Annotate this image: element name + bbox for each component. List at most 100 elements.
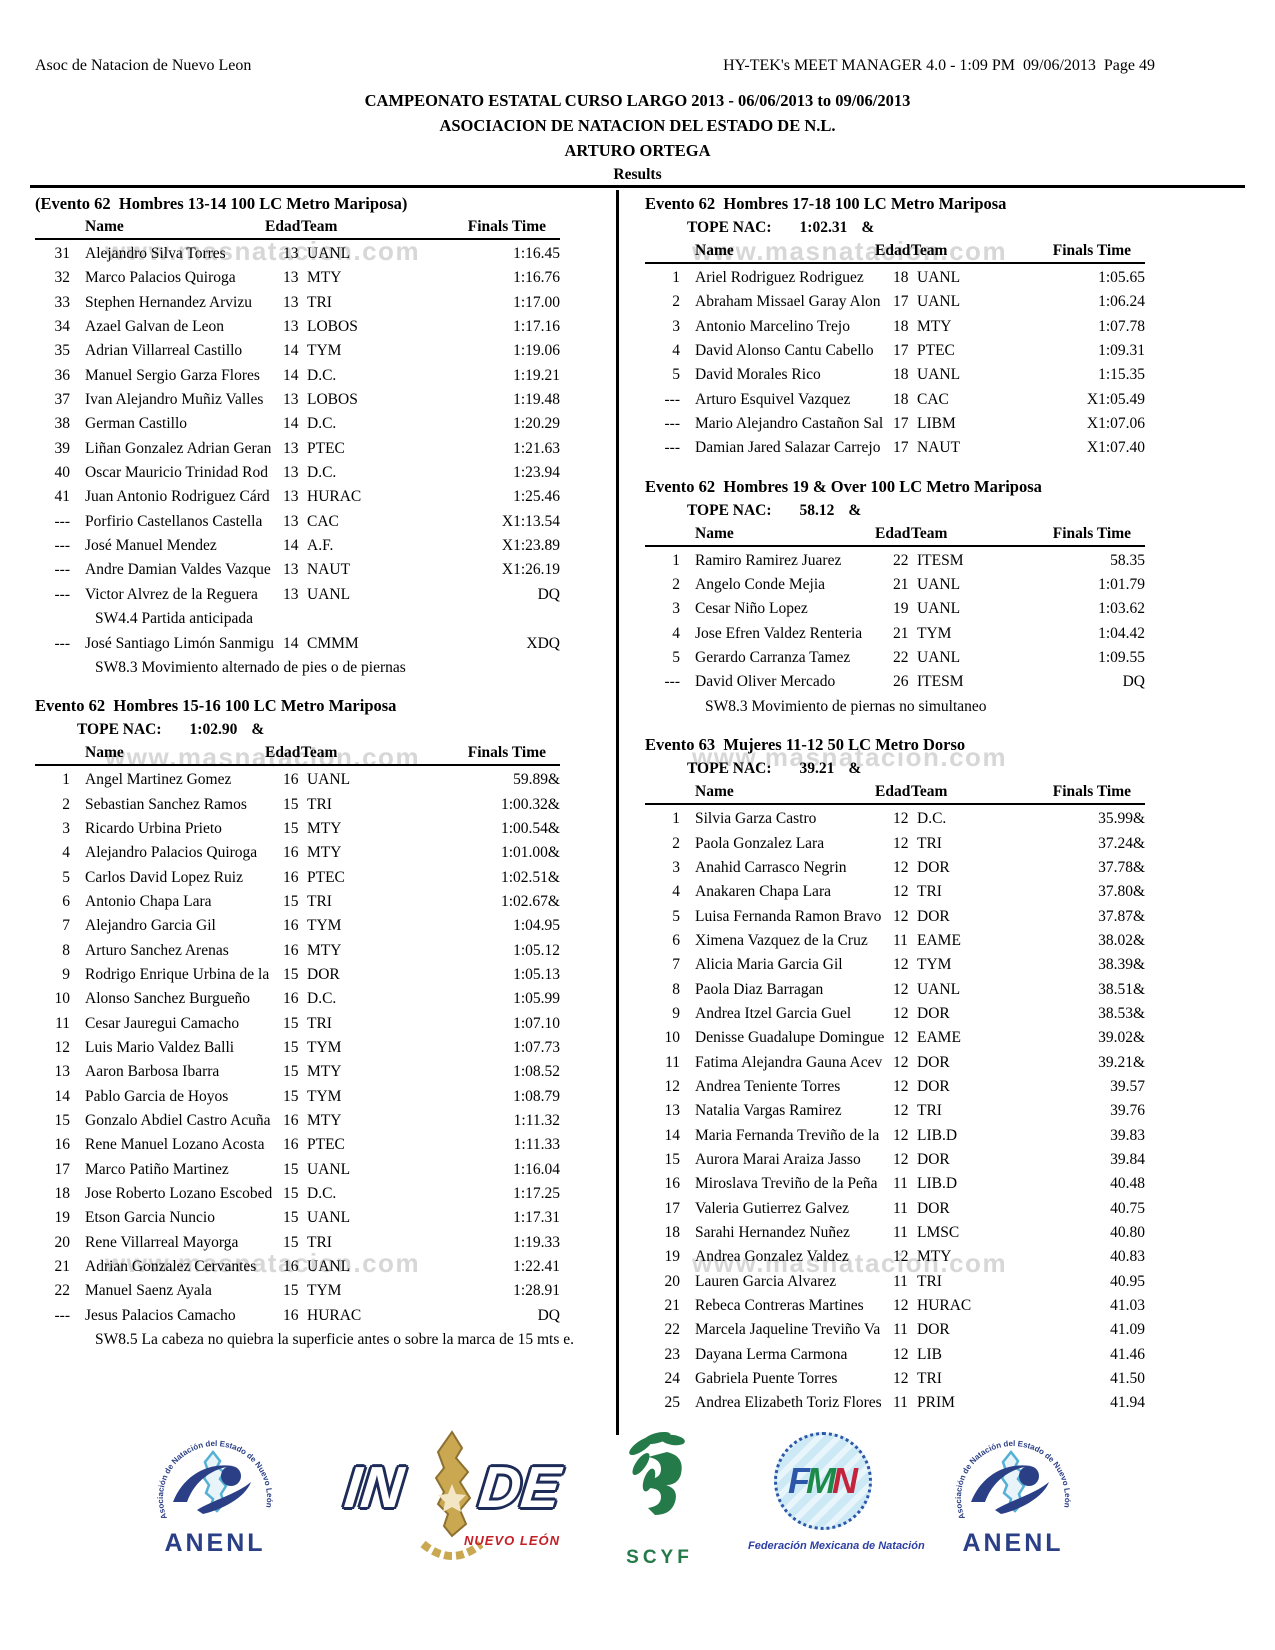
place: 39	[54, 439, 71, 457]
result-row: 15 Gonzalo Abdiel Castro Acuña 16 MTY 1:11.3…	[35, 1109, 561, 1133]
result-row: 12 Andrea Teniente Torres 12 DOR 39.57	[645, 1075, 1146, 1099]
team: PTEC	[917, 342, 955, 360]
swimmer-name: Liñan Gonzalez Adrian Geran	[85, 439, 272, 457]
finals-time: 1:11.32	[513, 1112, 560, 1129]
scyf-emblem	[628, 1431, 685, 1515]
dq-note: SW4.4 Partida anticipada	[95, 610, 253, 628]
result-row: 8 Arturo Sanchez Arenas 16 MTY 1:05.12	[35, 939, 560, 963]
team: D.C.	[917, 810, 947, 828]
place: 18	[54, 1185, 71, 1203]
finals-time: 1:15.35	[1098, 366, 1145, 384]
swimmer-name: Rebeca Contreras Martines	[695, 1297, 864, 1315]
age: 14	[283, 366, 299, 384]
finals-time: 1:28.91	[513, 1282, 560, 1300]
team: DOR	[917, 907, 950, 925]
finals-time: 1:07.10	[513, 1014, 560, 1032]
place: 5	[62, 868, 70, 886]
anenl-emblem: Asociación de Natación del Estado de Nue…	[954, 1439, 1072, 1521]
finals-time: 1:09.55	[1098, 649, 1145, 667]
age: 12	[893, 956, 909, 974]
inde-logo: IN DE NUEVO LEÓN	[342, 1428, 563, 1576]
fmn-letter-f: F	[788, 1460, 810, 1501]
finals-time: 39.83	[1110, 1126, 1145, 1144]
team: D.C.	[307, 990, 337, 1008]
team: LIB.D	[917, 1126, 958, 1144]
team: MTY	[917, 1248, 952, 1266]
place: 4	[672, 624, 680, 642]
result-row: 17 Valeria Gutierrez Galvez 11 DOR 40.75	[645, 1197, 1146, 1221]
team: DOR	[917, 1150, 950, 1168]
age: 16	[283, 844, 299, 862]
place: 23	[664, 1345, 681, 1363]
age: 21	[893, 624, 909, 642]
finals-time: 1:16.76	[513, 269, 560, 287]
swimmer-name: Angelo Conde Mejia	[695, 576, 826, 594]
swimmer-name: Ivan Alejandro Muñiz Valles	[85, 391, 264, 409]
place: 22	[664, 1321, 681, 1339]
team: TYM	[307, 917, 342, 935]
finals-time: 37.24&	[1098, 834, 1145, 852]
column-header-name: Name	[85, 218, 124, 235]
team: UANL	[917, 576, 961, 594]
finals-time: 59.89&	[513, 771, 560, 789]
finals-time: 1:08.79	[513, 1087, 560, 1105]
place: 13	[54, 1063, 71, 1081]
result-row: 12 Luis Mario Valdez Balli 15 TYM 1:07.73	[35, 1036, 561, 1060]
age: 26	[893, 673, 909, 691]
result-row: --- Damian Jared Salazar Carrejo 17 NAUT X1:…	[645, 436, 1146, 460]
place: 4	[672, 342, 680, 360]
place: 32	[54, 269, 71, 287]
place: 2	[62, 795, 70, 813]
result-row: 33 Stephen Hernandez Arvizu 13 TRI 1:17.00	[35, 291, 561, 315]
team: CMMM	[307, 634, 359, 652]
place: 35	[54, 342, 71, 360]
team: UANL	[917, 366, 961, 384]
result-row: 19 Etson Garcia Nuncio 15 UANL 1:17.31	[35, 1206, 561, 1230]
header-rule	[645, 803, 1145, 806]
place: 14	[664, 1126, 681, 1144]
result-row: --- Porfirio Castellanos Castella 13 CAC X1:…	[35, 510, 561, 534]
age: 15	[283, 965, 299, 983]
header-rule	[645, 544, 1145, 547]
result-row: 18 Sarahi Hernandez Nuñez 11 LMSC 40.80	[645, 1221, 1146, 1245]
place: 34	[54, 318, 71, 336]
team: D.C.	[307, 366, 337, 384]
age: 12	[893, 1248, 909, 1266]
result-row: 13 Aaron Barbosa Ibarra 15 MTY 1:08.52	[35, 1060, 561, 1084]
results-column-right: Evento 62 Hombres 17-18 100 LC Metro Mar…	[645, 192, 1145, 1430]
result-row: 2 Paola Gonzalez Lara 12 TRI 37.24&	[645, 832, 1145, 856]
anenl-logo: Asociación de Natación del Estado de Nue…	[140, 1428, 290, 1558]
swimmer-name: Antonio Chapa Lara	[85, 892, 212, 910]
table-header: Name Edad Team Finals Time	[645, 240, 1145, 262]
column-header-finals-time: Finals Time	[1052, 524, 1131, 542]
swimmer-name: Jose Efren Valdez Renteria	[695, 624, 863, 642]
age: 15	[283, 1233, 299, 1251]
age: 19	[893, 600, 909, 618]
age: 13	[283, 245, 299, 262]
place: 10	[54, 990, 71, 1008]
finals-time: 1:21.63	[513, 439, 560, 457]
result-row: 10 Alonso Sanchez Burgueño 16 D.C. 1:05.99	[35, 987, 561, 1011]
watermark: www.masnatacion.com	[692, 1248, 1008, 1278]
team: UANL	[307, 771, 351, 789]
team: TYM	[307, 1282, 342, 1300]
team: MTY	[307, 1112, 342, 1129]
team: NAUT	[307, 561, 351, 579]
team: PTEC	[307, 868, 345, 886]
finals-time: 1:23.94	[513, 464, 560, 482]
table-header: Name Edad Team Finals Time	[645, 523, 1145, 545]
age: 12	[893, 1345, 909, 1363]
event-tope-nac: TOPE NAC: 39.21 &	[645, 757, 1145, 781]
age: 13	[283, 318, 299, 336]
swimmer-name: Manuel Saenz Ayala	[85, 1282, 212, 1300]
result-row: 1 Ariel Rodriguez Rodriguez 18 UANL 1:05.65	[645, 266, 1145, 290]
finals-time: 1:19.48	[513, 391, 560, 409]
finals-time: X1:13.54	[501, 512, 560, 530]
tope-label: TOPE NAC:	[687, 501, 772, 519]
result-row: 22 Marcela Jaqueline Treviño Va 11 DOR 41.09	[645, 1318, 1146, 1342]
swimmer-name: Etson Garcia Nuncio	[85, 1209, 215, 1227]
age: 11	[893, 1199, 908, 1217]
result-row: 4 Anakaren Chapa Lara 12 TRI 37.80&	[645, 880, 1145, 904]
swimmer-name: Abraham Missael Garay Alon	[695, 293, 881, 311]
place: 2	[672, 576, 680, 594]
